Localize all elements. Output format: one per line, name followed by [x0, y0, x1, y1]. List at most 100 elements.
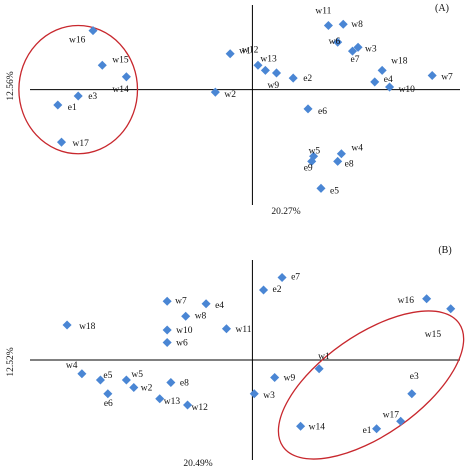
- point-label-w1: w1: [318, 352, 330, 362]
- point-label-w1: w1: [239, 47, 251, 57]
- data-point-w13: [260, 65, 270, 75]
- panel-b-ylabel: 12.52%: [6, 347, 16, 376]
- point-label-e5: e5: [330, 186, 339, 196]
- point-label-w11: w11: [315, 7, 331, 17]
- data-point-w10: [162, 325, 172, 335]
- data-point-e1: [372, 424, 382, 434]
- data-point-w13: [155, 394, 165, 404]
- point-label-w8: w8: [351, 20, 363, 30]
- point-label-w16: w16: [69, 36, 86, 46]
- panel-b-label: (B): [438, 245, 451, 256]
- point-label-e6: e6: [318, 107, 327, 117]
- cluster-ellipse: [18, 24, 139, 155]
- point-label-e7: e7: [291, 273, 300, 283]
- data-point-w11: [323, 20, 333, 31]
- point-label-e8: e8: [345, 159, 354, 169]
- point-label-w8: w8: [195, 311, 207, 321]
- data-point-e5: [316, 183, 326, 193]
- panel-a: (A) 20.27% 12.56% w16 w15 w14 e3 e1 w17 w1 w2 w1…: [6, 3, 460, 217]
- data-point-e7: [277, 272, 287, 283]
- panel-a-label: (A): [435, 3, 449, 14]
- point-label-w4: w4: [66, 361, 78, 371]
- data-point-w8: [181, 311, 191, 321]
- point-label-w10: w10: [399, 85, 416, 95]
- data-point-e1: [53, 100, 63, 110]
- point-label-e4: e4: [215, 301, 224, 311]
- data-point-w2: [129, 382, 139, 393]
- data-point-w3: [353, 42, 363, 52]
- point-label-w4: w4: [351, 144, 363, 154]
- panel-b-xlabel: 20.49%: [183, 459, 212, 469]
- data-point-w14: [121, 72, 131, 82]
- data-point-w14: [296, 421, 306, 431]
- point-label-e6: e6: [104, 399, 113, 409]
- point-label-w3: w3: [263, 391, 275, 401]
- data-point-w5: [121, 375, 131, 385]
- data-point-e6: [103, 389, 113, 399]
- data-point-w4: [77, 369, 87, 379]
- data-point-w11: [221, 324, 231, 334]
- data-point-w15: [97, 60, 107, 70]
- point-label-w10: w10: [176, 326, 193, 336]
- data-point-w9: [270, 372, 280, 383]
- data-point-w1: [225, 49, 235, 59]
- point-label-w11: w11: [235, 325, 251, 335]
- point-label-e5: e5: [103, 371, 112, 381]
- panel-a-ylabel: 12.56%: [6, 71, 16, 100]
- cluster-ellipse: [277, 310, 465, 460]
- point-label-e1: e1: [68, 103, 77, 113]
- point-label-w3: w3: [365, 44, 377, 54]
- data-point-w17: [56, 137, 67, 147]
- data-point-w3: [249, 389, 259, 399]
- point-label-w6: w6: [176, 339, 188, 349]
- point-label-w5: w5: [309, 146, 321, 156]
- point-label-w6: w6: [329, 37, 341, 47]
- point-label-w14: w14: [112, 85, 129, 95]
- data-point-w18: [62, 320, 72, 330]
- point-label-w15: w15: [112, 55, 129, 65]
- point-label-e2: e2: [303, 74, 312, 84]
- point-label-e8: e8: [180, 379, 189, 389]
- point-label-e4: e4: [384, 75, 393, 85]
- data-point-e8: [166, 377, 176, 388]
- data-point-w6: [162, 337, 172, 348]
- data-point-w12: [253, 60, 263, 70]
- data-point-w2: [210, 87, 220, 97]
- data-point-w4: [336, 149, 346, 159]
- point-label-e3: e3: [410, 372, 419, 382]
- panel-a-xlabel: 20.27%: [271, 207, 300, 217]
- data-point-w18: [377, 65, 387, 75]
- data-point-e5: [95, 375, 105, 385]
- point-label-e3: e3: [88, 92, 97, 102]
- data-point-w15: [446, 304, 456, 314]
- point-label-w2: w2: [224, 90, 236, 100]
- data-point-e8: [333, 156, 343, 166]
- data-point-e2: [259, 285, 269, 295]
- point-label-w15: w15: [425, 330, 442, 340]
- data-point-w7: [427, 70, 437, 81]
- point-label-w7: w7: [441, 73, 453, 83]
- point-label-w13: w13: [164, 397, 181, 407]
- point-label-w17: w17: [73, 139, 90, 149]
- data-point-e3: [73, 91, 83, 101]
- point-label-w16: w16: [398, 296, 415, 306]
- point-label-e7: e7: [351, 55, 360, 65]
- point-label-e9: e9: [304, 163, 313, 173]
- data-point-e4: [201, 299, 211, 309]
- data-point-w12: [183, 400, 193, 410]
- data-point-e2: [288, 73, 298, 83]
- data-point-w16: [422, 294, 432, 304]
- data-point-e4: [370, 77, 380, 87]
- point-label-w14: w14: [309, 422, 326, 432]
- point-label-w17: w17: [383, 410, 400, 420]
- point-label-w9: w9: [268, 81, 280, 91]
- point-label-w18: w18: [79, 322, 96, 332]
- point-label-e1: e1: [363, 426, 372, 436]
- data-point-w9: [271, 68, 282, 78]
- data-point-e6: [303, 104, 313, 114]
- point-label-w7: w7: [175, 296, 187, 306]
- data-point-w8: [338, 19, 348, 29]
- data-point-e3: [407, 389, 417, 399]
- data-point-w16: [88, 26, 98, 36]
